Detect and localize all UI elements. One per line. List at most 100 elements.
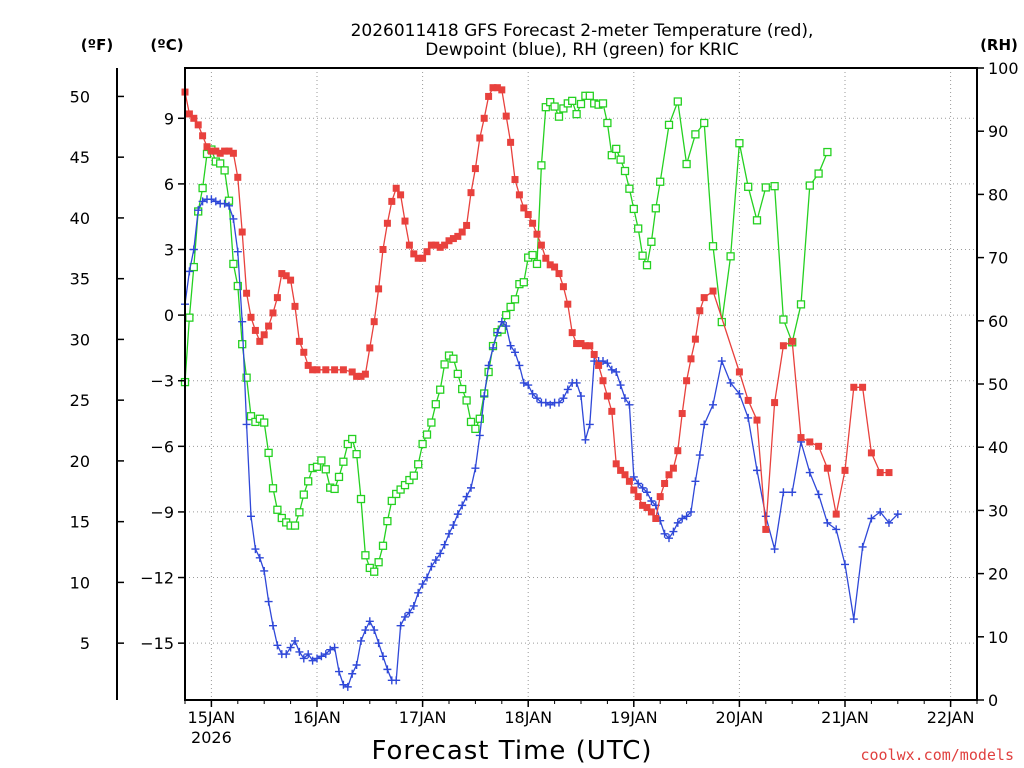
temperature-point [603,392,611,400]
dewpoint-point [581,435,590,444]
rh-point [458,384,467,394]
dewpoint-point [524,381,533,390]
dewpoint-point [269,621,277,630]
temperature-point [199,132,207,140]
credit-link[interactable]: coolwx.com/models [860,746,1014,764]
celsius-unit-label: (ºC) [150,36,183,54]
temperature-point [661,480,669,488]
rh-point [198,183,207,193]
dewpoint-point [559,394,568,403]
rh-point [532,259,542,269]
rh-point [383,516,392,526]
rh-point [462,396,471,405]
x-tick-label: 17JAN [399,708,447,727]
rh-point [229,259,238,269]
rh-point [471,424,480,434]
dewpoint-point [238,317,247,326]
rh-point [616,155,625,164]
dewpoint-point [541,398,550,407]
temperature-point [586,342,594,350]
dewpoint-point [858,542,867,551]
temperature-point [502,112,510,120]
dewpoint-point [638,483,647,492]
dewpoint-point [220,199,229,208]
rh-point [823,147,832,157]
dewpoint-point [339,680,348,689]
temperature-point [375,285,383,293]
rh-point [440,360,449,369]
temperature-point [471,165,479,173]
dewpoint-point [357,636,365,645]
rh-tick-label: 70 [988,249,1008,268]
dewpoint-point [326,645,335,654]
temperature-point [696,307,704,315]
temperature-point [617,466,625,474]
temperature-point [247,313,255,321]
rh-point [664,120,674,130]
temperature-point [463,221,471,229]
temperature-point [269,309,277,317]
temperature-point [555,270,563,278]
dewpoint-point [841,560,849,569]
temperature-point [348,368,356,376]
temperature-point [797,434,805,442]
x-tick-label: 20JAN [716,708,764,727]
temperature-point [436,243,444,251]
rh-point [761,183,770,192]
rh-point [506,302,515,312]
temperature-point [423,248,431,256]
dewpoint-point [427,562,436,571]
dewpoint-point [392,676,401,685]
x-tick-sublabel: 2026 [191,728,232,747]
dewpoint-point [198,197,207,206]
rh-point [554,112,564,121]
rh-point [356,494,366,504]
rh-point [339,457,348,466]
rh-point [387,496,396,506]
temperature-point [537,241,545,249]
temperature-point [225,147,233,155]
rh-point [238,340,247,349]
dewpoint-point [761,512,770,521]
dewpoint-point [313,654,321,663]
dewpoint-point [682,512,691,521]
dewpoint-point [502,322,511,331]
temperature-point [850,383,858,391]
temperature-point [313,366,321,374]
temperature-point [577,340,585,348]
dewpoint-point [484,361,493,370]
rh-point [427,418,436,427]
temperature-point [392,184,400,192]
rh-point [638,251,647,260]
dewpoint-point [599,357,607,366]
fahrenheit-tick-label: 25 [70,391,90,410]
dewpoint-point [445,529,453,538]
dewpoint-point [533,394,541,403]
dewpoint-point [770,545,779,554]
dewpoint-point [616,381,625,390]
dewpoint-point [343,682,352,691]
temperature-point [480,114,488,122]
rh-point [405,475,414,485]
temperature-point [595,361,603,369]
dewpoint-point [577,392,585,401]
temperature-point [194,121,202,129]
dewpoint-point [453,510,462,519]
temperature-point [542,254,550,262]
rh-point [585,91,594,100]
dewpoint-point [788,488,797,497]
temperature-point [234,173,242,181]
dewpoint-point [779,488,788,497]
rh-tick-label: 90 [988,122,1008,141]
dewpoint-point [409,601,418,610]
temperature-point [229,149,237,157]
temperature-point [634,493,642,501]
temperature-point [520,204,528,212]
dewpoint-point [264,597,273,606]
temperature-point [630,486,638,494]
dewpoint-point [379,652,387,661]
temperature-point [273,294,281,302]
rh-point [246,412,256,421]
temperature-point [414,254,422,262]
dewpoint-point [717,357,726,366]
